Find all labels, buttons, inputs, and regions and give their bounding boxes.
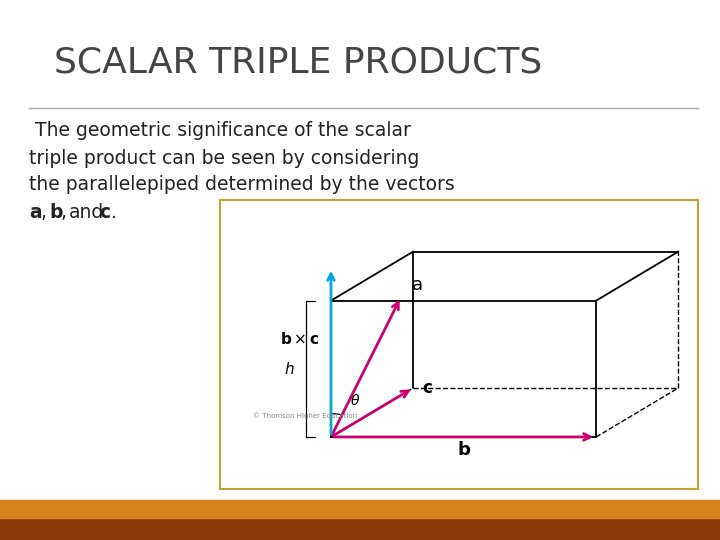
- Bar: [0, 500, 720, 518]
- Text: c: c: [423, 379, 432, 397]
- Text: $h$: $h$: [284, 361, 294, 377]
- Text: © Thomson Higher Education: © Thomson Higher Education: [253, 413, 357, 419]
- Text: and: and: [69, 202, 104, 221]
- Text: the parallelepiped determined by the vectors: the parallelepiped determined by the vec…: [29, 176, 454, 194]
- Text: a: a: [413, 276, 423, 294]
- Bar: [220, 200, 698, 489]
- Text: $\mathbf{b} \times \mathbf{c}$: $\mathbf{b} \times \mathbf{c}$: [280, 331, 320, 347]
- Text: ,: ,: [40, 202, 46, 221]
- Text: c: c: [99, 202, 110, 221]
- Text: .: .: [111, 202, 117, 221]
- Text: $\theta$: $\theta$: [350, 393, 361, 408]
- Text: The geometric significance of the scalar: The geometric significance of the scalar: [29, 122, 410, 140]
- Text: triple product can be seen by considering: triple product can be seen by considerin…: [29, 148, 419, 167]
- Text: ,: ,: [60, 202, 66, 221]
- Text: b: b: [49, 202, 63, 221]
- Bar: [0, 518, 720, 540]
- Text: a: a: [29, 202, 42, 221]
- Text: SCALAR TRIPLE PRODUCTS: SCALAR TRIPLE PRODUCTS: [54, 46, 542, 80]
- Text: b: b: [457, 441, 470, 458]
